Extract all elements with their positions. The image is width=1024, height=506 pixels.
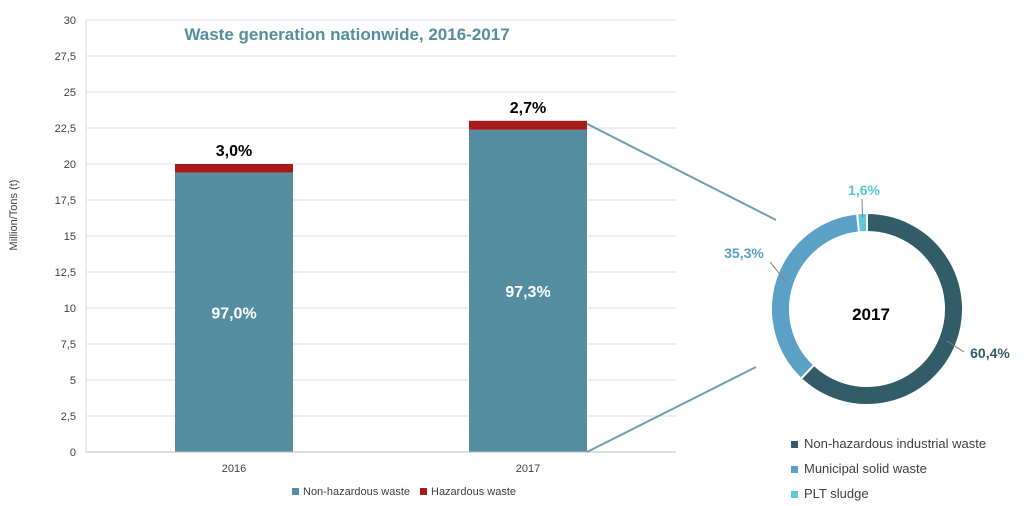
donut-slice — [770, 212, 861, 381]
leader-line — [861, 198, 864, 218]
legend-label: Municipal solid waste — [804, 461, 927, 476]
legend-swatch — [791, 441, 798, 448]
bar-data-label: 3,0% — [216, 143, 252, 160]
y-tick-label: 10 — [64, 303, 76, 315]
bar-data-label: 2,7% — [510, 100, 546, 117]
legend-label: Non-hazardous industrial waste — [804, 436, 986, 451]
legend-swatch — [420, 488, 427, 495]
y-tick-label: 27,5 — [55, 51, 76, 63]
legend-label: PLT sludge — [804, 486, 869, 501]
y-tick-label: 2,5 — [61, 411, 76, 423]
y-tick-label: 20 — [64, 159, 76, 171]
y-tick-label: 17,5 — [55, 195, 76, 207]
y-tick-label: 25 — [64, 87, 76, 99]
y-axis-ticks: 0 2,5 5 7,5 10 12,5 15 17,5 20 22,5 25 27,5 30 — [55, 15, 76, 459]
y-tick-label: 7,5 — [61, 339, 76, 351]
y-tick-label: 15 — [64, 231, 76, 243]
donut-center-label: 2017 — [852, 305, 890, 324]
donut-data-label: 35,3% — [724, 245, 764, 261]
legend-swatch — [791, 491, 798, 498]
bar-legend: Non-hazardous waste Hazardous waste — [292, 486, 516, 498]
x-tick-label: 2016 — [222, 463, 246, 475]
x-axis-ticks: 2016 2017 — [222, 463, 540, 475]
leader-line — [769, 261, 786, 282]
bar-segment — [469, 129, 587, 452]
bar-segment — [175, 164, 293, 173]
donut-slice — [856, 211, 868, 234]
y-tick-label: 22,5 — [55, 123, 76, 135]
bar-segment — [469, 120, 587, 130]
legend-label: Non-hazardous waste — [303, 486, 410, 498]
y-tick-label: 0 — [70, 447, 76, 459]
legend-swatch — [292, 488, 299, 495]
bar-data-label: 97,3% — [505, 284, 550, 301]
bar-to-donut-connectors — [586, 122, 777, 453]
chart-title: Waste generation nationwide, 2016-2017 — [184, 25, 509, 44]
bar-data-label: 97,0% — [211, 305, 256, 322]
bar-series: 97,0% 3,0% 97,3% 2,7% — [175, 100, 587, 452]
donut-data-label: 60,4% — [970, 345, 1010, 361]
donut-legend: Non-hazardous industrial waste Municipal … — [791, 436, 986, 501]
legend-swatch — [791, 466, 798, 473]
leader-line — [946, 340, 965, 353]
donut-chart: 60,4% 35,3% 1,6% — [724, 182, 1010, 406]
y-tick-label: 30 — [64, 15, 76, 27]
connector-line-bottom — [586, 366, 757, 453]
legend-label: Hazardous waste — [431, 486, 516, 498]
y-tick-label: 5 — [70, 375, 76, 387]
bar-segment — [175, 172, 293, 452]
y-axis-label: Million/Tons (t) — [8, 180, 20, 251]
x-tick-label: 2017 — [516, 463, 540, 475]
connector-line-top — [586, 122, 777, 221]
donut-data-label: 1,6% — [848, 182, 880, 198]
y-tick-label: 12,5 — [55, 267, 76, 279]
gridlines — [86, 19, 676, 417]
